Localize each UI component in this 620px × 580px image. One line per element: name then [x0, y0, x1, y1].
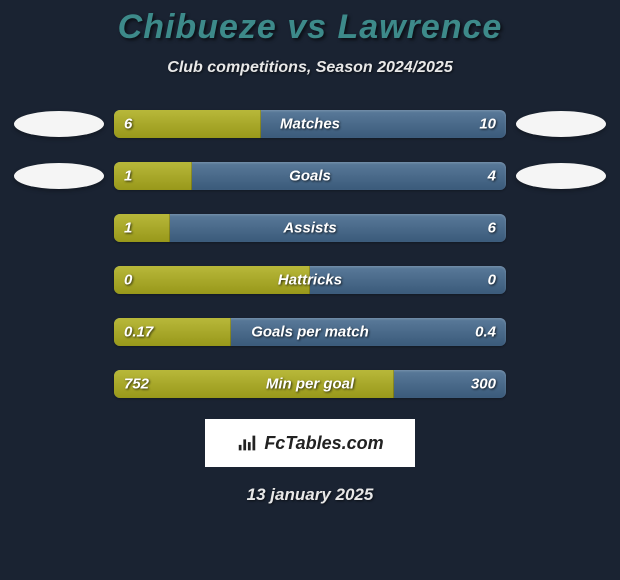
- stat-value-right: 300: [471, 376, 496, 393]
- date: 13 january 2025: [0, 485, 620, 505]
- stat-value-right: 4: [488, 168, 496, 185]
- stat-bar: 752 Min per goal 300: [114, 370, 506, 398]
- bar-chart-icon: [236, 432, 258, 454]
- stat-value-right: 0: [488, 272, 496, 289]
- stat-value-left: 6: [124, 116, 132, 133]
- stat-row: 6 Matches 10: [0, 107, 620, 141]
- player-avatar-right: [516, 367, 606, 401]
- stat-row: 1 Assists 6: [0, 211, 620, 245]
- stat-value-left: 1: [124, 168, 132, 185]
- avatar-placeholder-icon: [14, 163, 104, 189]
- stat-label: Hattricks: [278, 272, 342, 289]
- fctables-logo[interactable]: FcTables.com: [205, 419, 415, 467]
- player-avatar-left: [14, 367, 104, 401]
- stat-value-left: 0: [124, 272, 132, 289]
- stat-value-right: 6: [488, 220, 496, 237]
- stat-value-left: 1: [124, 220, 132, 237]
- player-avatar-right: [516, 315, 606, 349]
- player-avatar-right: [516, 211, 606, 245]
- stat-value-left: 752: [124, 376, 149, 393]
- stat-label: Assists: [283, 220, 336, 237]
- stat-value-right: 0.4: [475, 324, 496, 341]
- avatar-placeholder-icon: [516, 111, 606, 137]
- stat-bar-left-fill: [114, 110, 261, 138]
- stat-bar-left-fill: [114, 214, 170, 242]
- stat-value-right: 10: [479, 116, 496, 133]
- player-avatar-right: [516, 107, 606, 141]
- stat-bar: 1 Goals 4: [114, 162, 506, 190]
- player-avatar-right: [516, 159, 606, 193]
- stat-row: 0.17 Goals per match 0.4: [0, 315, 620, 349]
- stat-bar: 0 Hattricks 0: [114, 266, 506, 294]
- stat-value-left: 0.17: [124, 324, 153, 341]
- avatar-placeholder-icon: [14, 111, 104, 137]
- stat-row: 752 Min per goal 300: [0, 367, 620, 401]
- player-avatar-right: [516, 263, 606, 297]
- logo-text: FcTables.com: [264, 433, 383, 454]
- stat-bar: 6 Matches 10: [114, 110, 506, 138]
- comparison-card: Chibueze vs Lawrence Club competitions, …: [0, 0, 620, 505]
- stat-row: 0 Hattricks 0: [0, 263, 620, 297]
- player-avatar-left: [14, 263, 104, 297]
- player-avatar-left: [14, 211, 104, 245]
- subtitle: Club competitions, Season 2024/2025: [0, 59, 620, 77]
- stat-label: Goals per match: [251, 324, 369, 341]
- stat-label: Goals: [289, 168, 331, 185]
- avatar-placeholder-icon: [516, 163, 606, 189]
- stat-label: Matches: [280, 116, 340, 133]
- stat-bar: 1 Assists 6: [114, 214, 506, 242]
- stat-label: Min per goal: [266, 376, 354, 393]
- title: Chibueze vs Lawrence: [0, 8, 620, 47]
- player-avatar-left: [14, 315, 104, 349]
- player-avatar-left: [14, 107, 104, 141]
- stat-row: 1 Goals 4: [0, 159, 620, 193]
- player-avatar-left: [14, 159, 104, 193]
- stat-bar: 0.17 Goals per match 0.4: [114, 318, 506, 346]
- stat-rows: 6 Matches 10 1 Goals 4 1 Assists 6 0 Hattricks 0 0.1…: [0, 107, 620, 401]
